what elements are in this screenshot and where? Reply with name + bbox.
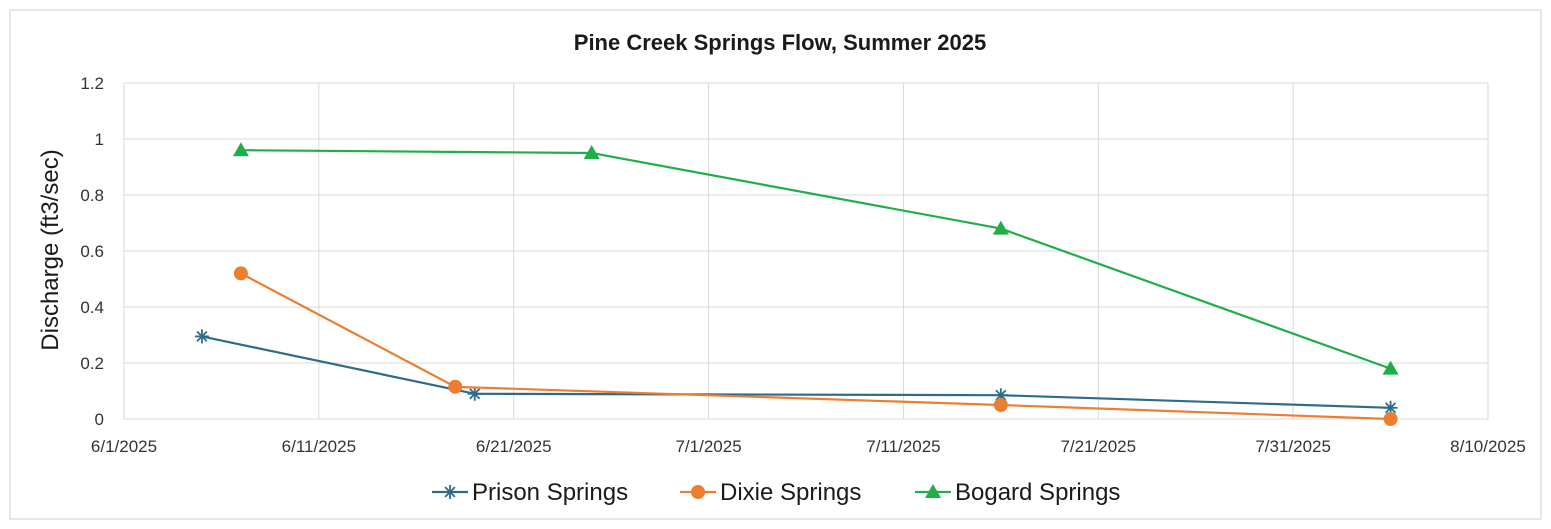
y-tick-label: 0.6 [80,242,104,261]
legend-marker [691,485,705,499]
series-bogard-springs [232,142,1399,375]
y-tick-label: 0.2 [80,354,104,373]
x-tick-label: 7/11/2025 [866,437,940,456]
x-tick-label: 7/1/2025 [675,437,741,456]
chart-title: Pine Creek Springs Flow, Summer 2025 [574,30,986,55]
series-line-bogard-springs [240,149,1391,370]
x-tick-label: 6/11/2025 [282,437,356,456]
data-point-dixie-springs [448,379,463,394]
data-point-dixie-springs [233,266,248,281]
y-axis-title: Discharge (ft3/sec) [37,149,64,350]
y-tick-label: 0.4 [80,298,104,317]
series-dixie-springs [233,266,1398,426]
chart-border [9,9,1542,520]
data-point-prison-springs [194,329,209,344]
series-line-dixie-springs [240,272,1391,421]
x-tick-label: 7/21/2025 [1060,437,1136,456]
legend-item-prison-springs: Prison Springs [432,479,628,506]
legend-marker [443,485,457,499]
data-point-bogard-springs [232,142,249,157]
x-tick-label: 8/10/2025 [1450,437,1526,456]
data-point-prison-springs [467,386,482,401]
data-point-bogard-springs [992,220,1009,235]
grid [123,82,1489,420]
data-point-bogard-springs [583,145,600,159]
legend-label: Bogard Springs [955,479,1120,506]
legend: Prison Springs Dixie Springs Bogard Spring… [432,479,1120,506]
x-tick-label: 7/31/2025 [1255,437,1331,456]
data-point-dixie-springs [1383,412,1398,426]
legend-item-bogard-springs: Bogard Springs [915,479,1120,506]
y-tick-label: 1.2 [80,74,104,93]
data-point-dixie-springs [993,398,1008,412]
tick-labels: 0 0.2 0.4 0.6 0.8 1 1.2 6/1/2025 6/11/2025 6/21/2… [80,74,1525,456]
data-point-bogard-springs [1382,360,1399,375]
x-tick-label: 6/21/2025 [476,437,552,456]
y-tick-label: 0.8 [80,186,104,205]
x-tick-label: 6/1/2025 [91,437,157,456]
legend-marker [925,484,941,498]
series [194,142,1399,426]
series-line-prison-springs [201,335,1391,409]
y-tick-label: 1 [95,130,104,149]
y-tick-label: 0 [95,410,104,429]
legend-item-dixie-springs: Dixie Springs [680,479,861,506]
series-prison-springs [194,329,1398,415]
legend-label: Dixie Springs [720,479,861,506]
legend-label: Prison Springs [472,479,628,506]
